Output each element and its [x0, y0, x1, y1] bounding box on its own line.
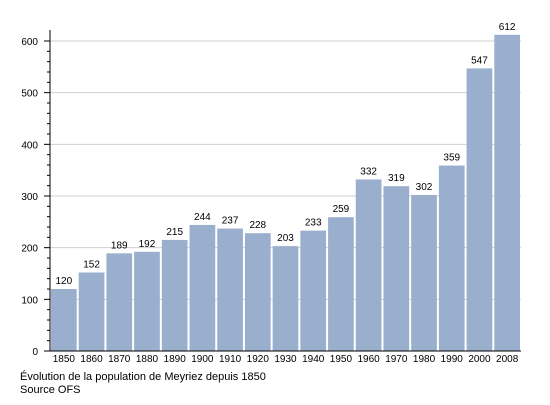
- data-label-1990: 359: [443, 153, 460, 164]
- bar-1990: [438, 165, 465, 351]
- x-tick-label-1890: 1890: [164, 354, 187, 365]
- data-label-1980: 302: [416, 182, 433, 193]
- axes: 0 100 200 300 400 500 600 1850 1860 1870 1880 1890 1…: [21, 30, 521, 365]
- data-label-1900: 244: [194, 212, 211, 223]
- data-label-1930: 203: [277, 233, 294, 244]
- y-tick-label: 600: [21, 37, 38, 48]
- bar-1960: [355, 179, 382, 351]
- bar-1850: [51, 289, 77, 351]
- y-tick-label: 300: [21, 192, 38, 203]
- x-tick-label-1870: 1870: [108, 354, 131, 365]
- y-tick-label: 500: [21, 89, 38, 100]
- data-label-1940: 233: [305, 218, 322, 229]
- data-label-1960: 332: [360, 166, 377, 177]
- x-tick-label-1990: 1990: [441, 354, 464, 365]
- x-tick-label-1920: 1920: [247, 354, 270, 365]
- bar-1900: [189, 224, 216, 351]
- data-label-1970: 319: [388, 173, 405, 184]
- x-tick-label-1940: 1940: [302, 354, 325, 365]
- data-label-1880: 192: [139, 239, 156, 250]
- x-tick-label-1910: 1910: [219, 354, 242, 365]
- y-tick-label: 0: [32, 347, 38, 358]
- bar-1880: [134, 251, 160, 351]
- bars: [51, 34, 520, 352]
- x-tick-label-1980: 1980: [413, 354, 436, 365]
- x-tick-label-1850: 1850: [53, 354, 76, 365]
- data-label-1860: 152: [83, 259, 100, 270]
- bar-1870: [106, 253, 133, 351]
- x-tick-label-1860: 1860: [80, 354, 103, 365]
- x-tick-label-1950: 1950: [330, 354, 353, 365]
- caption-source: Source OFS: [20, 384, 81, 396]
- data-label-1950: 259: [333, 204, 350, 215]
- x-tick-label-2000: 2000: [468, 354, 491, 365]
- x-tick-label-1900: 1900: [191, 354, 214, 365]
- x-tick-label-1930: 1930: [274, 354, 297, 365]
- bar-2000: [466, 68, 493, 351]
- data-label-1920: 228: [249, 220, 266, 231]
- bar-1920: [244, 233, 271, 351]
- x-tick-label-1960: 1960: [357, 354, 380, 365]
- data-label-1890: 215: [166, 227, 183, 238]
- data-label-2000: 547: [471, 55, 488, 66]
- caption-title: Évolution de la population de Meyriez de…: [20, 371, 266, 383]
- bar-1890: [161, 239, 188, 351]
- data-label-2008: 612: [499, 22, 516, 33]
- x-tick-label-1970: 1970: [385, 354, 408, 365]
- bar-1970: [383, 186, 410, 351]
- y-tick-label: 100: [21, 295, 38, 306]
- data-label-1850: 120: [56, 276, 73, 287]
- data-labels: 120 152 189 192 215 244 237 228 203 233 259 332 319 3…: [56, 22, 516, 287]
- bar-2008: [494, 34, 520, 352]
- bar-1980: [411, 194, 437, 351]
- bar-1940: [300, 230, 327, 351]
- bar-1950: [328, 217, 354, 351]
- y-tick-label: 200: [21, 244, 38, 255]
- bar-1910: [217, 228, 243, 351]
- x-tick-label-1880: 1880: [136, 354, 159, 365]
- bar-1930: [272, 246, 299, 351]
- data-label-1910: 237: [222, 216, 239, 227]
- bar-1860: [78, 272, 105, 351]
- y-tick-label: 400: [21, 140, 38, 151]
- x-tick-label-2008: 2008: [496, 354, 519, 365]
- data-label-1870: 189: [111, 240, 128, 251]
